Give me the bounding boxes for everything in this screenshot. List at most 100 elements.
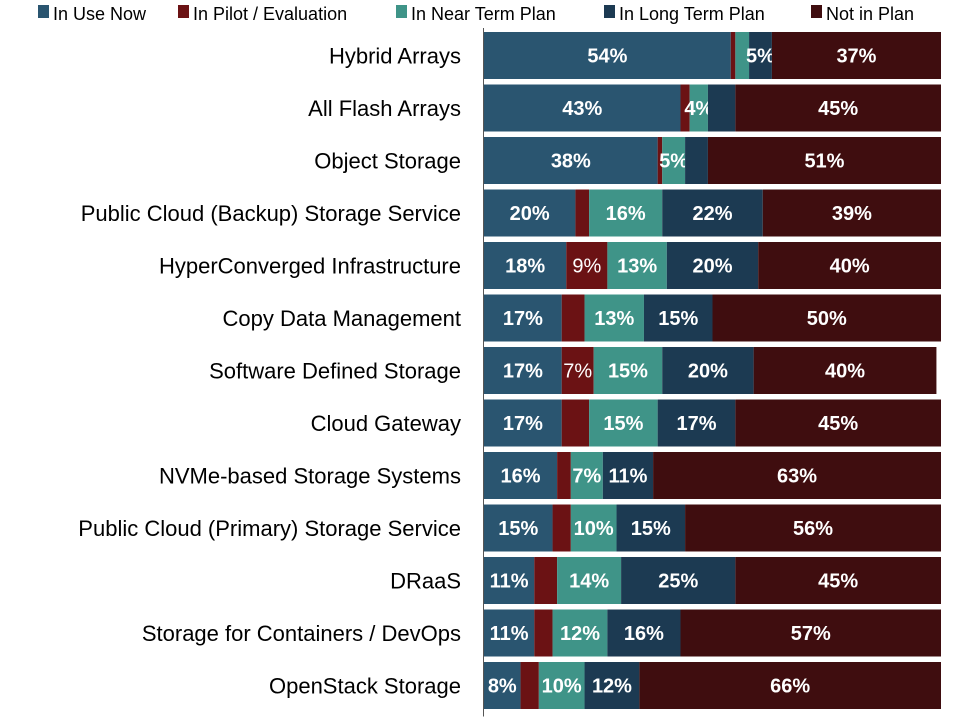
- bar-segment-in-use-now: [484, 452, 558, 499]
- data-label-in-near-term-plan: 10%: [574, 518, 614, 540]
- bar-segment-in-near-term-plan: [584, 294, 644, 342]
- category-label: Cloud Gateway: [311, 411, 461, 436]
- data-label-in-near-term-plan: 4%: [684, 98, 713, 120]
- bar-segment-in-use-now: [484, 609, 535, 657]
- data-label-in-use-now: 38%: [551, 151, 591, 173]
- data-label-not-in-plan: 45%: [818, 98, 858, 120]
- data-label-in-near-term-plan: 10%: [542, 676, 582, 698]
- bar-segment-in-near-term-plan: [689, 84, 708, 132]
- bar-segment-in-near-term-plan: [570, 452, 603, 499]
- bar-segment-in-pilot-evaluation: [561, 399, 590, 447]
- bar-segment-in-pilot-evaluation: [730, 32, 736, 79]
- bar-segment-in-use-now: [484, 399, 562, 447]
- category-label: Copy Data Management: [223, 306, 461, 331]
- bar-segment-in-use-now: [484, 32, 731, 79]
- data-label-not-in-plan: 66%: [770, 676, 810, 698]
- bar-segment-not-in-plan: [680, 609, 941, 657]
- legend-swatch-not-in-plan: [811, 5, 822, 18]
- bar-segment-not-in-plan: [653, 452, 941, 499]
- data-label-in-near-term-plan: 16%: [606, 203, 646, 225]
- bar-segment-in-long-term-plan: [607, 609, 681, 657]
- bar-segment-in-near-term-plan: [607, 242, 667, 289]
- bar-segment-in-use-now: [484, 294, 562, 342]
- bar-segment-in-near-term-plan: [552, 609, 608, 657]
- data-label-in-long-term-plan: 15%: [631, 518, 671, 540]
- data-label-not-in-plan: 50%: [807, 308, 847, 330]
- legend-item-in-long-term-plan: In Long Term Plan: [604, 4, 765, 24]
- bar-segment-not-in-plan: [685, 504, 941, 552]
- data-label-not-in-plan: 40%: [825, 361, 865, 383]
- bar-row-hyperconverged-infrastructure: 18% 9% 13% 20% 40%: [484, 242, 941, 289]
- data-label-in-pilot-evaluation: 7%: [563, 361, 592, 383]
- bar-segment-in-pilot-evaluation: [566, 242, 608, 289]
- bar-segment-in-pilot-evaluation: [557, 452, 571, 499]
- data-label-not-in-plan: 45%: [818, 413, 858, 435]
- legend-item-in-near-term-plan: In Near Term Plan: [396, 4, 556, 24]
- bar-segment-in-pilot-evaluation: [657, 137, 663, 184]
- data-label-in-near-term-plan: 7%: [572, 466, 601, 488]
- bar-segment-not-in-plan: [771, 32, 941, 79]
- bar-segment-not-in-plan: [735, 557, 941, 604]
- bar-segment-in-near-term-plan: [589, 399, 658, 447]
- bar-segment-in-use-now: [484, 347, 562, 394]
- bar-segment-in-long-term-plan: [707, 84, 736, 132]
- bar-segment-in-long-term-plan: [643, 294, 713, 342]
- data-label-in-use-now: 11%: [490, 571, 529, 593]
- bar-segment-in-long-term-plan: [657, 399, 736, 447]
- category-label: NVMe-based Storage Systems: [159, 464, 461, 489]
- legend-label-in-pilot-evaluation: In Pilot / Evaluation: [193, 4, 347, 24]
- bar-segment-in-near-term-plan: [557, 557, 622, 604]
- data-label-in-long-term-plan: 12%: [592, 676, 632, 698]
- data-label-in-near-term-plan: 14%: [569, 571, 609, 593]
- bar-segment-in-near-term-plan: [589, 189, 663, 237]
- bar-segment-in-long-term-plan: [662, 347, 754, 394]
- bar-segment-in-long-term-plan: [666, 242, 759, 289]
- data-label-in-near-term-plan: 12%: [560, 623, 600, 645]
- data-label-in-long-term-plan: 5%: [746, 46, 775, 68]
- category-label: OpenStack Storage: [269, 674, 461, 699]
- bar-segment-in-long-term-plan: [662, 189, 763, 237]
- category-label: Public Cloud (Backup) Storage Service: [81, 201, 461, 226]
- bar-segment-not-in-plan: [762, 189, 941, 237]
- data-label-in-use-now: 18%: [505, 256, 545, 278]
- category-label: Object Storage: [314, 149, 461, 174]
- data-label-in-long-term-plan: 16%: [624, 623, 664, 645]
- data-label-in-near-term-plan: 5%: [659, 151, 688, 173]
- bar-segment-not-in-plan: [758, 242, 941, 289]
- bar-segment-in-long-term-plan: [621, 557, 736, 604]
- bar-row-public-cloud-primary-storage-service: 15% 10% 15% 56%: [484, 504, 941, 552]
- category-label: Public Cloud (Primary) Storage Service: [78, 516, 461, 541]
- legend-swatch-in-pilot-evaluation: [178, 5, 189, 18]
- bar-segment-in-long-term-plan: [616, 504, 686, 552]
- bar-segment-in-long-term-plan: [749, 32, 772, 79]
- data-label-not-in-plan: 63%: [777, 466, 817, 488]
- legend-label-in-long-term-plan: In Long Term Plan: [619, 4, 765, 24]
- category-label: HyperConverged Infrastructure: [159, 254, 461, 279]
- category-label: Software Defined Storage: [209, 359, 461, 384]
- category-label: Hybrid Arrays: [329, 44, 461, 69]
- bar-segment-in-pilot-evaluation: [520, 662, 539, 709]
- bar-segment-not-in-plan: [753, 347, 937, 394]
- bar-segment-in-pilot-evaluation: [561, 347, 594, 394]
- bar-segment-in-use-now: [484, 662, 521, 709]
- bar-segment-in-near-term-plan: [538, 662, 585, 709]
- data-label-in-use-now: 11%: [490, 623, 529, 645]
- bar-row-public-cloud-backup-storage-service: 20% 16% 22% 39%: [484, 189, 941, 237]
- bar-segment-in-pilot-evaluation: [680, 84, 690, 132]
- bar-segment-in-use-now: [484, 137, 658, 184]
- data-label-not-in-plan: 45%: [818, 571, 858, 593]
- data-label-not-in-plan: 51%: [804, 151, 844, 173]
- data-label-in-long-term-plan: 11%: [608, 466, 647, 488]
- bar-segment-in-long-term-plan: [584, 662, 640, 709]
- legend-swatch-in-near-term-plan: [396, 5, 407, 18]
- data-label-in-near-term-plan: 15%: [608, 361, 648, 383]
- data-label-not-in-plan: 56%: [793, 518, 833, 540]
- legend-label-not-in-plan: Not in Plan: [826, 4, 914, 24]
- bar-row-openstack-storage: 8% 10% 12% 66%: [484, 662, 941, 709]
- legend-label-in-use-now: In Use Now: [53, 4, 147, 24]
- data-label-not-in-plan: 37%: [836, 46, 876, 68]
- bar-row-hybrid-arrays: 54% 5% 37%: [484, 32, 941, 79]
- bar-segment-in-pilot-evaluation: [534, 609, 553, 657]
